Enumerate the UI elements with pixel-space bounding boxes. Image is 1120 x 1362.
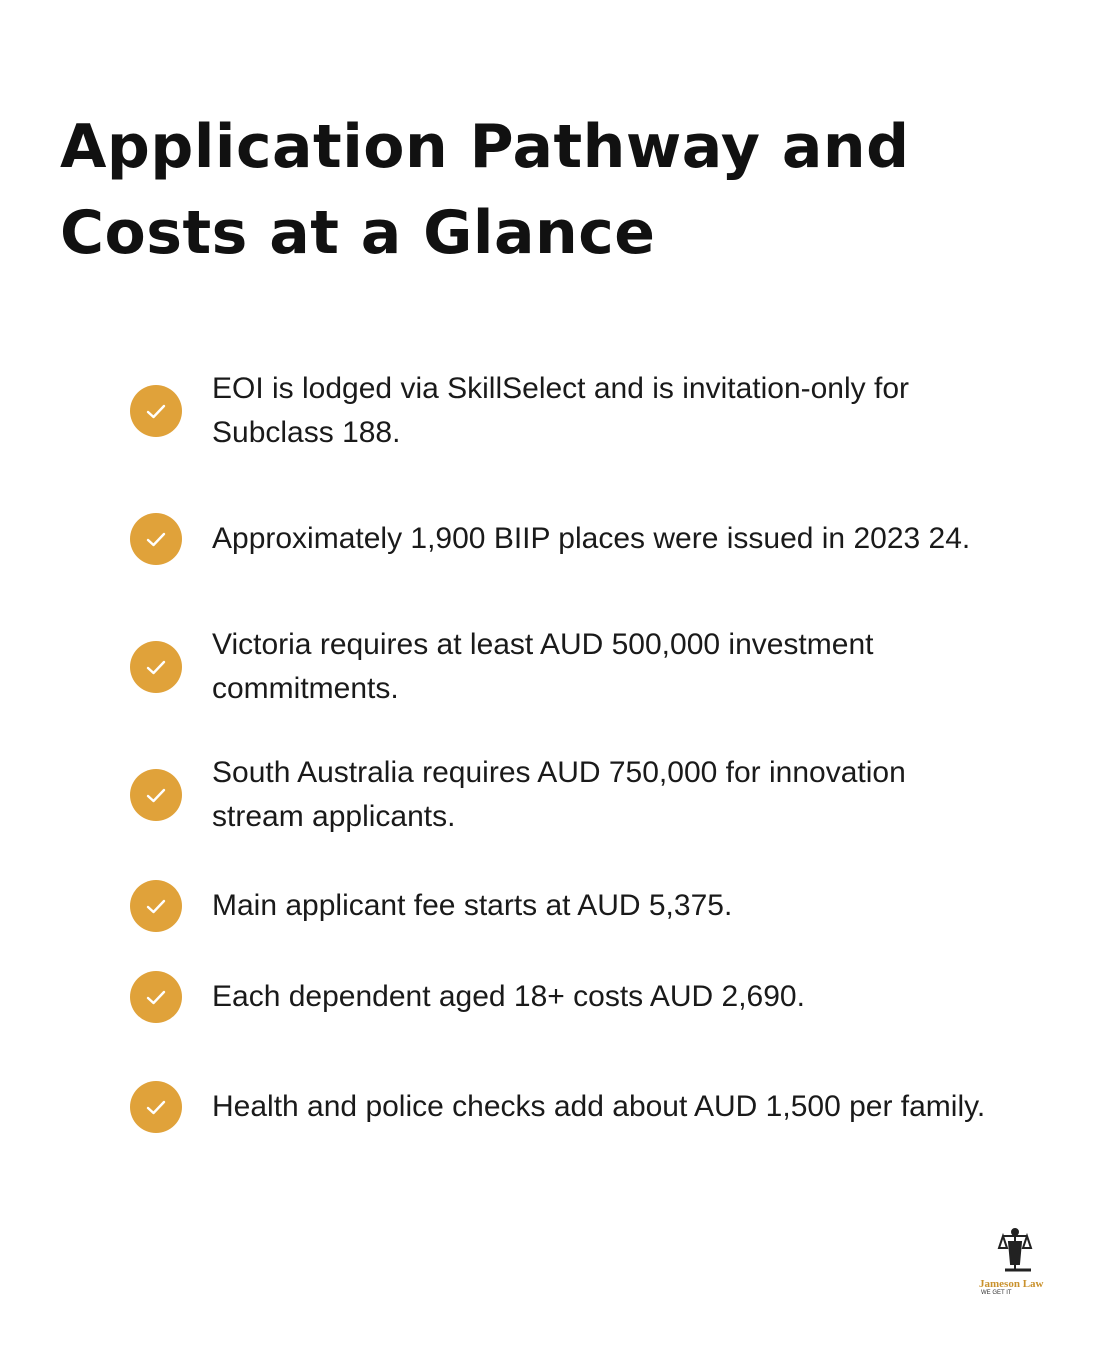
item-text: Approximately 1,900 BIIP places were iss… [212, 522, 971, 555]
list-item: EOI is lodged via SkillSelect and is inv… [130, 367, 1030, 455]
check-icon [130, 385, 182, 437]
list-item: Health and police checks add about AUD 1… [130, 1081, 1030, 1133]
item-text: Main applicant fee starts at AUD 5,375. [212, 889, 733, 922]
logo-icon [997, 1228, 1033, 1272]
item-text: Each dependent aged 18+ costs AUD 2,690. [212, 980, 805, 1013]
check-icon [130, 513, 182, 565]
item-text: EOI is lodged via SkillSelect and is inv… [212, 372, 910, 449]
item-text: Health and police checks add about AUD 1… [212, 1090, 986, 1123]
list-item: Victoria requires at least AUD 500,000 i… [130, 623, 1030, 711]
title: Application Pathway and Costs at a Glanc… [60, 112, 910, 268]
item-text: Victoria requires at least AUD 500,000 i… [212, 628, 874, 705]
check-icon [130, 641, 182, 693]
list-item: Each dependent aged 18+ costs AUD 2,690. [130, 971, 1030, 1023]
logo-tagline: WE GET IT [981, 1290, 1012, 1296]
list-item: Main applicant fee starts at AUD 5,375. [130, 880, 1030, 932]
item-text: South Australia requires AUD 750,000 for… [212, 756, 906, 833]
check-icon [130, 1081, 182, 1133]
list-item: Approximately 1,900 BIIP places were iss… [130, 513, 1030, 565]
logo-name: Jameson Law [979, 1278, 1044, 1290]
check-icon [130, 769, 182, 821]
check-icon [130, 971, 182, 1023]
check-icon [130, 880, 182, 932]
list-item: South Australia requires AUD 750,000 for… [130, 751, 1030, 839]
